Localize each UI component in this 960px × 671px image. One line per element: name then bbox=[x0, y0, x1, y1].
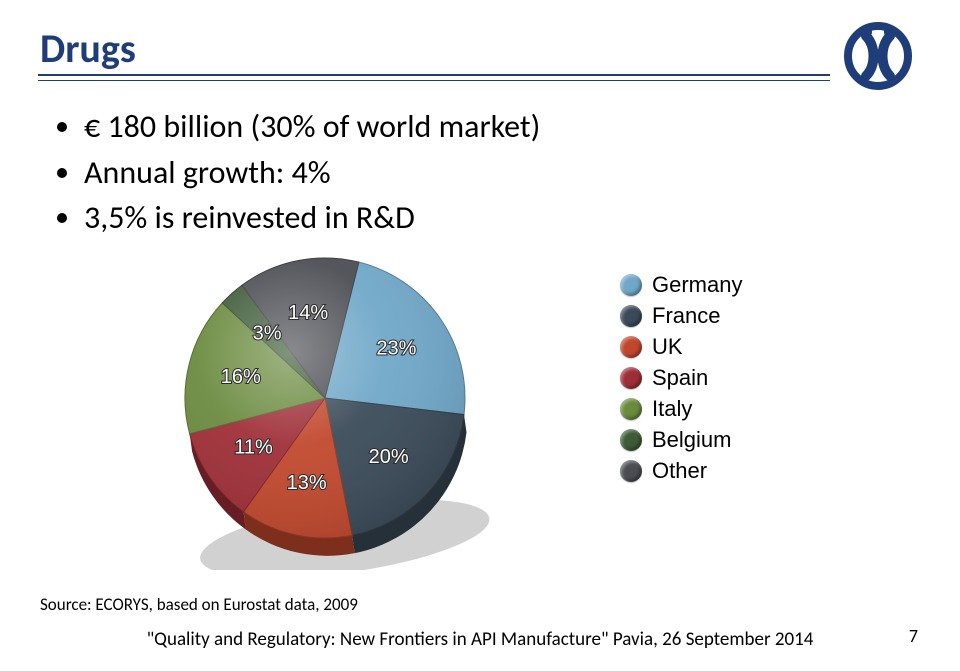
legend-item: France bbox=[620, 303, 742, 329]
divider bbox=[38, 80, 830, 81]
divider bbox=[38, 74, 830, 76]
slide: Drugs € 180 billion (30% of world market… bbox=[0, 0, 960, 671]
page-title: Drugs bbox=[40, 24, 920, 73]
legend-label: UK bbox=[652, 334, 683, 360]
legend-label: Germany bbox=[652, 272, 742, 298]
legend-label: Italy bbox=[652, 396, 692, 422]
pie-chart: 23% 20% 13% 11% 16% 3% 14% bbox=[120, 250, 540, 570]
legend-item: Germany bbox=[620, 272, 742, 298]
source-text: Source: ECORYS, based on Eurostat data, … bbox=[40, 594, 358, 615]
slice-label: 11% bbox=[234, 436, 273, 458]
slice-label: 3% bbox=[253, 322, 282, 344]
legend-swatch-icon bbox=[620, 398, 642, 420]
slice-label: 13% bbox=[287, 472, 327, 494]
legend-item: Belgium bbox=[620, 427, 742, 453]
legend-swatch-icon bbox=[620, 429, 642, 451]
legend-item: Italy bbox=[620, 396, 742, 422]
legend-label: France bbox=[652, 303, 720, 329]
bullet-list: € 180 billion (30% of world market) Annu… bbox=[56, 106, 540, 243]
slice-label: 20% bbox=[369, 446, 409, 468]
legend-label: Belgium bbox=[652, 427, 731, 453]
slice-label: 23% bbox=[376, 338, 416, 360]
bullet-item: Annual growth: 4% bbox=[84, 152, 540, 194]
legend: Germany France UK Spain Italy Belgium Other bbox=[620, 272, 742, 489]
legend-label: Other bbox=[652, 458, 707, 484]
legend-item: Spain bbox=[620, 365, 742, 391]
legend-swatch-icon bbox=[620, 460, 642, 482]
legend-item: UK bbox=[620, 334, 742, 360]
slice-label: 16% bbox=[221, 366, 261, 388]
legend-swatch-icon bbox=[620, 367, 642, 389]
legend-label: Spain bbox=[652, 365, 708, 391]
bullet-item: 3,5% is reinvested in R&D bbox=[84, 197, 540, 239]
legend-swatch-icon bbox=[620, 274, 642, 296]
legend-item: Other bbox=[620, 458, 742, 484]
legend-swatch-icon bbox=[620, 305, 642, 327]
bullet-item: € 180 billion (30% of world market) bbox=[84, 106, 540, 148]
logo-icon bbox=[838, 20, 918, 92]
slice-label: 14% bbox=[288, 302, 328, 324]
legend-swatch-icon bbox=[620, 336, 642, 358]
footer-text: "Quality and Regulatory: New Frontiers i… bbox=[0, 628, 960, 651]
page-number: 7 bbox=[909, 625, 918, 647]
